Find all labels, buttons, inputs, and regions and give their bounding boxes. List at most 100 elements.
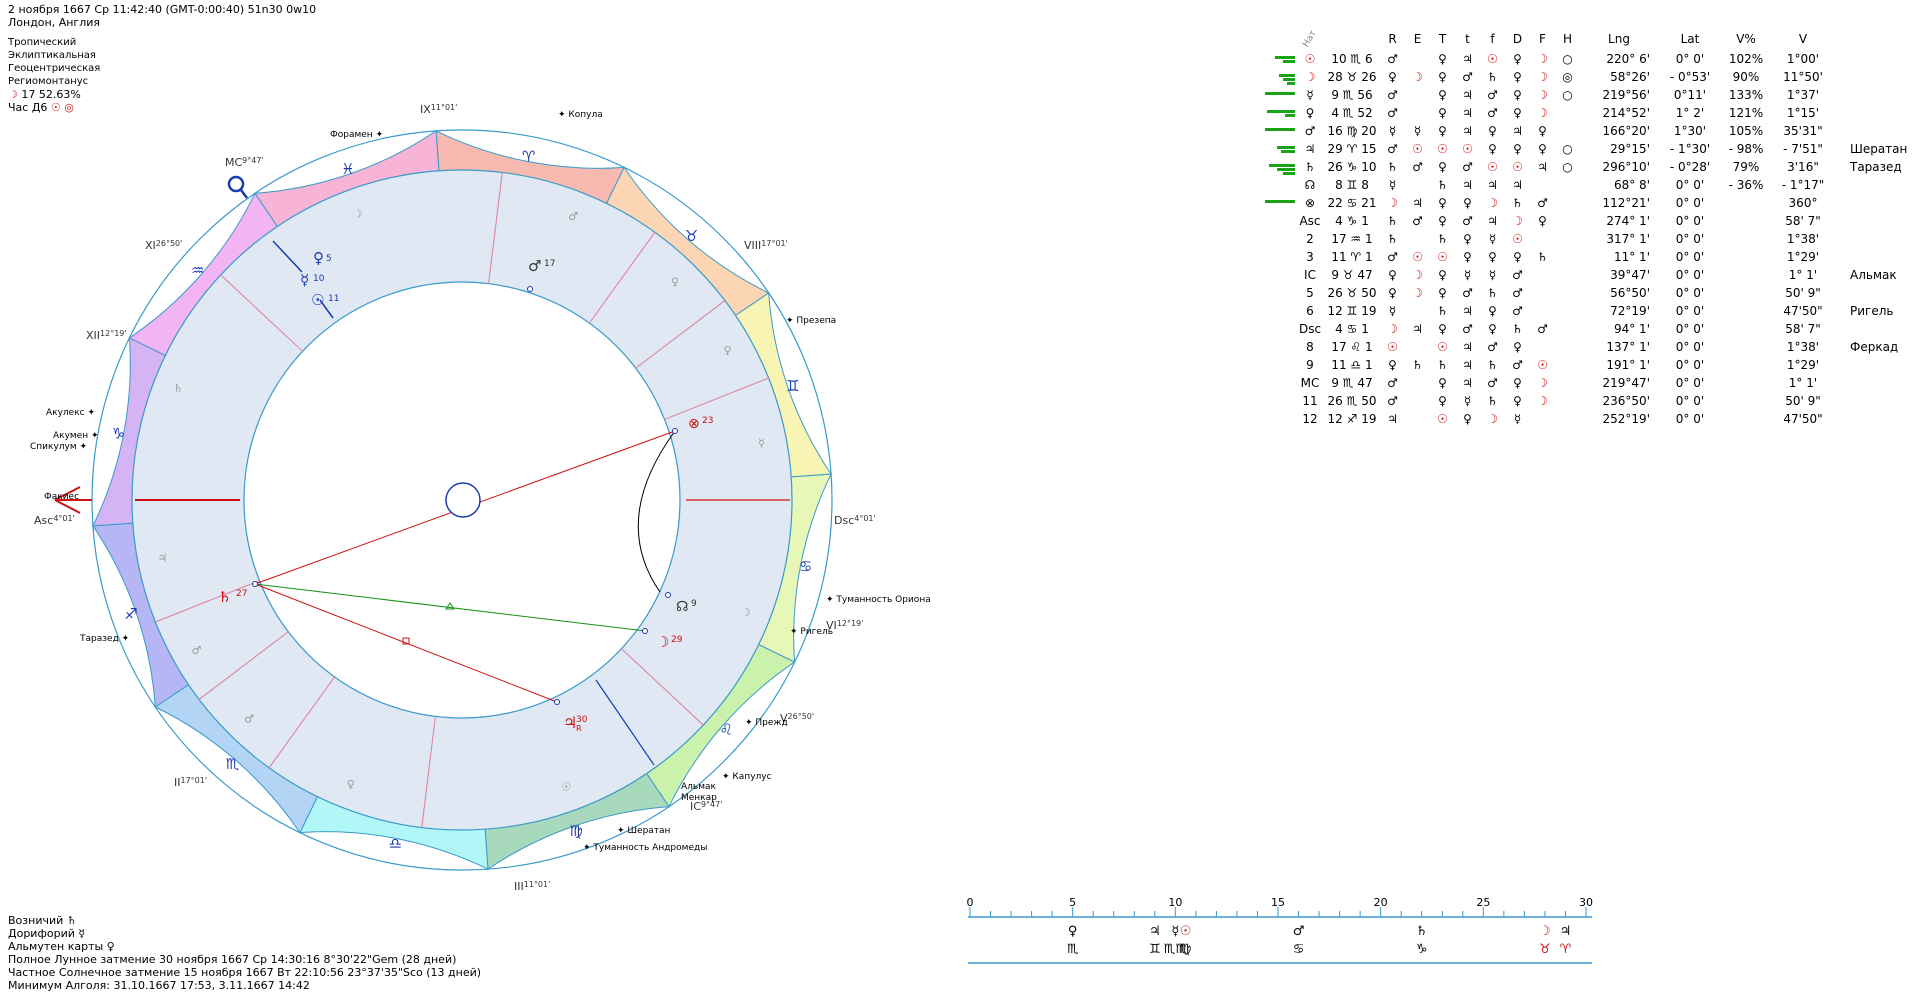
strength-bars [1267, 104, 1296, 122]
dignity-cell: ♃ [1462, 52, 1473, 66]
footer-line-2: Дорифорий ☿ [8, 927, 481, 940]
dignity-cell: ♀ [1488, 142, 1497, 156]
col-E: E [1413, 32, 1422, 46]
saturn-glyph[interactable]: ♄ [218, 588, 231, 606]
table-row[interactable]: 11 26 ♏ 50 ♂ ♀ ☿ ♄ ♀ ☽ 236°50' 0° 0' 50' 9" [1270, 392, 1907, 410]
strength-bars [1270, 302, 1296, 320]
moon-glyph[interactable]: ☽ [656, 633, 669, 651]
dignity-cell: ♂ [1387, 394, 1398, 408]
zodiac-sign-icon: ♓ [341, 160, 354, 178]
ruler-label: 15 [1271, 897, 1285, 909]
ruler-planet-icon: ♂ [1293, 924, 1305, 939]
table-row[interactable]: 8 17 ♌ 1 ☉ ☉ ♃ ♂ ♀ 137° 1' 0° 0' 1°38' Феркад [1270, 338, 1907, 356]
dignity-cell: ♀ [1513, 106, 1522, 120]
mercury-glyph[interactable]: ☿ [300, 271, 309, 289]
v-cell: 47'50" [1783, 304, 1823, 318]
dignity-cell: ♂ [1462, 286, 1473, 300]
dignity-cell: ♂ [1537, 196, 1548, 210]
part-of-fortune-glyph[interactable]: ⊗ [688, 416, 700, 432]
table-row[interactable]: 9 11 ♎ 1 ♀ ♄ ♄ ♃ ♄ ♂ ☉ 191° 1' 0° 0' 1°29' [1270, 356, 1907, 374]
v-cell: 1° 1' [1788, 376, 1818, 390]
table-row[interactable]: ♂ 16 ♍ 20 ☿ ☿ ♀ ♃ ♀ ♃ ♀ 166°20' 1°30' 105% 35'31" [1265, 122, 1907, 140]
dorif-value: ☿ [78, 927, 86, 940]
lat-cell: 0° 0' [1675, 358, 1705, 372]
table-row[interactable]: ☿ 9 ♏ 56 ♂ ♀ ♃ ♂ ♀ ☽ ○ 219°56' 0°11' 133% 1°37' [1265, 86, 1907, 104]
dorif-label: Дорифорий [8, 927, 75, 940]
star-kopula: Копула [568, 110, 602, 120]
dignity-cell [1405, 338, 1430, 356]
house-ii-label: II [174, 776, 181, 789]
dignity-cell [1555, 176, 1580, 194]
dignity-cell: ☽ [1387, 322, 1398, 336]
dignity-cell: ○ [1562, 160, 1573, 174]
house-cusp-line [635, 300, 726, 369]
table-row[interactable]: ♀ 4 ♏ 52 ♂ ♀ ♃ ♂ ♀ ☽ 214°52' 1° 2' 121% 1°15' [1267, 104, 1907, 122]
dignity-cell: ☽ [1537, 52, 1548, 66]
lat-cell: 0° 0' [1675, 196, 1705, 210]
table-row[interactable]: 3 11 ♈ 1 ♂ ☉ ☉ ♀ ♀ ♀ ♄ 11° 1' 0° 0' 1°29' [1270, 248, 1907, 266]
table-row[interactable]: 2 17 ♒ 1 ♄ ♄ ♀ ☿ ☉ 317° 1' 0° 0' 1°38' [1270, 230, 1907, 248]
vpct-cell [1722, 392, 1770, 410]
degree-ruler[interactable]: 0 5 10 15 20 25 30 ♀ ♃ ☿ ☉ ♂ ♄ ☽ ♃ ♏ ♊ ♏♏♍ ♋ ♑ ♉ ♈ [960, 897, 1600, 967]
table-row[interactable]: IC 9 ♉ 47 ♀ ☽ ♀ ☿ ☿ ♂ 39°47' 0° 0' 1° 1' Альмак [1270, 266, 1907, 284]
house-v-label: V [780, 712, 788, 725]
house-ruler-icon: ♀ [347, 778, 355, 791]
table-row[interactable]: ☊ 8 ♊ 8 ☿ ♄ ♃ ♃ ♃ 68° 8' 0° 0' - 36% - 1°17" [1270, 176, 1907, 194]
node-glyph[interactable]: ☊ [676, 599, 688, 615]
lat-cell: 0°11' [1673, 88, 1707, 102]
table-row[interactable]: Dsc 4 ♋ 1 ☽ ♃ ♀ ♂ ♀ ♄ ♂ 94° 1' 0° 0' 58' 7" [1270, 320, 1907, 338]
lat-cell: 1°30' [1673, 124, 1707, 138]
dignity-cell: ♄ [1437, 232, 1448, 246]
dignity-cell: ♀ [1513, 52, 1522, 66]
dignity-cell: ♃ [1462, 178, 1473, 192]
dignity-cell: ♀ [1438, 268, 1447, 282]
planet-icon: 11 [1302, 394, 1318, 408]
dignity-cell: ☉ [1437, 142, 1448, 156]
position-cell: 10 ♏ 6 [1331, 52, 1373, 66]
table-row[interactable]: MC 9 ♏ 47 ♂ ♀ ♃ ♂ ♀ ☽ 219°47' 0° 0' 1° 1' [1270, 374, 1907, 392]
table-row[interactable]: ♃ 29 ♈ 15 ♂ ☉ ☉ ☉ ♀ ♀ ♀ ○ 29°15' - 1°30' - 98% - 7'51… [1270, 140, 1907, 158]
star-name-cell [1836, 284, 1907, 302]
sun-glyph[interactable]: ☉ [311, 291, 324, 309]
planet-icon: 9 [1306, 358, 1314, 372]
sun-degree: 11 [328, 294, 339, 304]
house-ruler-icon: ♃ [158, 551, 168, 564]
table-row[interactable]: Asc 4 ♑ 1 ♄ ♂ ♀ ♂ ♃ ☽ ♀ 274° 1' 0° 0' 58' 7" [1270, 212, 1907, 230]
dignity-cell [1405, 410, 1430, 428]
dignity-cell: ☉ [1387, 340, 1398, 354]
zodiac-sign-icon: ♏ [226, 755, 240, 773]
table-row[interactable]: ☉ 10 ♏ 6 ♂ ♀ ♃ ☉ ♀ ☽ ○ 220° 6' 0° 0' 102% 1°00' [1270, 50, 1907, 68]
table-row[interactable]: 12 12 ♐ 19 ♃ ☉ ♀ ☽ ☿ 252°19' 0° 0' 47'50" [1270, 410, 1907, 428]
planet-icon: 5 [1306, 286, 1314, 300]
svg-text:Спикулум ✦: Спикулум ✦ [30, 442, 88, 452]
jupiter-glyph[interactable]: ♃ [563, 713, 577, 732]
dignity-cell: ♄ [1437, 358, 1448, 372]
footer-info: Возничий ♄ Дорифорий ☿ Альмутен карты ♀ … [8, 914, 481, 992]
v-cell: 1°38' [1786, 340, 1820, 354]
mars-glyph[interactable]: ♂ [528, 257, 541, 275]
dignity-cell [1555, 338, 1580, 356]
zodiac-sign-icon: ♒ [191, 261, 204, 279]
table-row[interactable]: ☽ 28 ♉ 26 ♀ ☽ ♀ ♂ ♄ ♀ ☽ ◎ 58°26' - 0°53' 90% 11°50' [1270, 68, 1907, 86]
house-cusp-line [589, 231, 656, 324]
dignity-cell: ♀ [1388, 268, 1397, 282]
v-cell: 1°29' [1786, 250, 1820, 264]
sun-icon: ☉ ◎ [50, 101, 74, 114]
dignity-cell: ♀ [1513, 88, 1522, 102]
v-cell: 3'16" [1787, 160, 1819, 174]
dignity-cell: ♀ [1463, 412, 1472, 426]
vpct-cell: 79% [1732, 160, 1760, 174]
natal-chart-wheel[interactable]: ♈♉♊♋♌♍♎♏♐♑♒♓ ♄☽ ♂♀♀☿☽☉♀♂♂♃ ♀ 5 ☿ 10 ☉ 11 … [0, 0, 960, 900]
vpct-cell [1722, 302, 1770, 320]
table-row[interactable]: ⊗ 22 ♋ 21 ☽ ♃ ♀ ♀ ☽ ♄ ♂ 112°21' 0° 0' 360° [1265, 194, 1907, 212]
lng-cell: 58°26' [1610, 70, 1650, 84]
venus-glyph[interactable]: ♀ [313, 249, 324, 267]
dignity-cell: ♀ [1438, 196, 1447, 210]
dignity-cell [1530, 284, 1555, 302]
table-row[interactable]: 5 26 ♉ 50 ♀ ☽ ♀ ♂ ♄ ♂ 56°50' 0° 0' 50' 9" [1270, 284, 1907, 302]
star-taraz: Таразед [79, 634, 119, 644]
table-row[interactable]: ♄ 26 ♑ 10 ♄ ♂ ♀ ♂ ☉ ☉ ♃ ○ 296°10' - 0°28' 79% 3'16" Та… [1269, 158, 1907, 176]
table-row[interactable]: 6 12 ♊ 19 ☿ ♄ ♃ ♀ ♂ 72°19' 0° 0' 47'50" Ригель [1270, 302, 1907, 320]
zodiac-sign-icon: ♋ [799, 558, 812, 576]
strength-bars [1269, 158, 1296, 176]
